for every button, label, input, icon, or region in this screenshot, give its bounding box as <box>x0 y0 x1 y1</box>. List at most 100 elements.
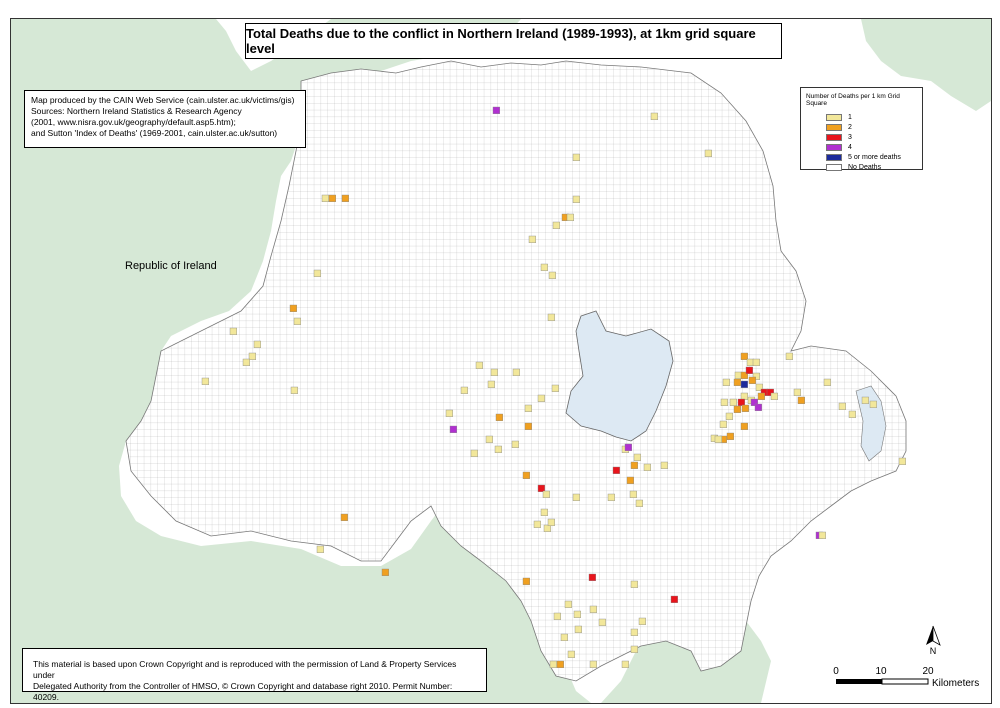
death-grid-square <box>719 420 728 429</box>
copyright-line: This material is based upon Crown Copyri… <box>33 659 457 680</box>
death-grid-square <box>572 195 581 204</box>
death-grid-square <box>746 358 755 367</box>
death-grid-square <box>328 194 337 203</box>
map-canvas[interactable] <box>11 19 991 703</box>
death-grid-square <box>752 372 761 381</box>
death-grid-square <box>512 368 521 377</box>
death-grid-square <box>638 617 647 626</box>
legend-swatch <box>826 123 842 131</box>
death-grid-square <box>485 435 494 444</box>
death-grid-square <box>722 378 731 387</box>
credits-box: Map produced by the CAIN Web Service (ca… <box>24 90 306 148</box>
scale-tick-label: 20 <box>922 666 934 677</box>
death-grid-square <box>341 194 350 203</box>
death-grid-square <box>630 628 639 637</box>
death-grid-square <box>598 618 607 627</box>
death-grid-square <box>752 358 761 367</box>
death-grid-square <box>492 106 501 115</box>
death-grid-square <box>511 440 520 449</box>
death-grid-square <box>740 422 749 431</box>
death-grid-square <box>848 410 857 419</box>
scale-tick-label: 10 <box>875 666 887 677</box>
death-grid-square <box>755 383 764 392</box>
legend: Number of Deaths per 1 km Grid Square 1 … <box>800 87 923 171</box>
death-grid-square <box>643 463 652 472</box>
death-grid-square <box>750 398 759 407</box>
legend-swatch <box>826 133 842 141</box>
legend-label: 2 <box>848 123 852 131</box>
republic-of-ireland-label: Republic of Ireland <box>125 260 217 272</box>
death-grid-square <box>340 513 349 522</box>
scale-bar: 0 10 20 Kilometers <box>833 666 979 689</box>
death-grid-square <box>748 376 757 385</box>
death-grid-square <box>589 660 598 669</box>
death-grid-square <box>495 413 504 422</box>
death-grid-square <box>552 221 561 230</box>
legend-swatch <box>826 113 842 121</box>
death-grid-square <box>741 404 750 413</box>
death-grid-square <box>242 358 251 367</box>
death-grid-square <box>547 313 556 322</box>
death-grid-square <box>733 378 742 387</box>
death-grid-square <box>740 371 749 380</box>
death-grid-square <box>838 402 847 411</box>
credit-line: and Sutton 'Index of Deaths' (1969-2001,… <box>31 128 278 138</box>
death-grid-square <box>566 213 575 222</box>
death-grid-square <box>734 371 743 380</box>
legend-title: Number of Deaths per 1 km Grid Square <box>806 93 900 107</box>
death-grid-square <box>548 271 557 280</box>
legend-label: 3 <box>848 133 852 141</box>
death-grid-square <box>589 605 598 614</box>
death-grid-square <box>572 153 581 162</box>
death-grid-square <box>770 392 779 401</box>
death-grid-square <box>704 149 713 158</box>
death-grid-square <box>321 194 330 203</box>
legend-label: 5 or more deaths <box>848 153 901 161</box>
death-grid-square <box>612 466 621 475</box>
death-grid-square <box>670 595 679 604</box>
death-grid-square <box>524 404 533 413</box>
legend-label: No Deaths <box>848 163 882 171</box>
scale-unit-label: Kilometers <box>932 678 979 689</box>
death-grid-square <box>470 449 479 458</box>
death-grid-square <box>573 610 582 619</box>
death-grid-square <box>574 625 583 634</box>
death-grid-square <box>553 612 562 621</box>
death-grid-square <box>823 378 832 387</box>
death-grid-square <box>549 660 558 669</box>
death-grid-square <box>757 392 766 401</box>
death-grid-square <box>537 394 546 403</box>
death-grid-square <box>733 405 742 414</box>
death-grid-square <box>201 377 210 386</box>
death-grid-square <box>522 577 531 586</box>
ireland-land <box>11 19 591 703</box>
death-grid-square <box>861 396 870 405</box>
death-grid-square <box>542 490 551 499</box>
death-grid-square <box>540 263 549 272</box>
death-grid-square <box>635 499 644 508</box>
legend-swatch <box>826 153 842 161</box>
death-grid-square <box>869 400 878 409</box>
death-grid-square <box>475 361 484 370</box>
credit-line: Sources: Northern Ireland Statistics & R… <box>31 106 242 116</box>
death-grid-square <box>547 518 556 527</box>
death-grid-square <box>766 388 775 397</box>
death-grid-square <box>290 386 299 395</box>
death-grid-square <box>248 352 257 361</box>
death-grid-square <box>229 327 238 336</box>
death-grid-square <box>494 445 503 454</box>
legend-swatch <box>826 143 842 151</box>
death-grid-square <box>714 435 723 444</box>
legend-swatch <box>826 163 842 171</box>
death-markers <box>201 106 907 669</box>
death-grid-square <box>607 493 616 502</box>
legend-item: 5 or more deaths <box>806 152 917 162</box>
death-grid-square <box>621 660 630 669</box>
death-grid-square <box>551 384 560 393</box>
death-grid-square <box>793 388 802 397</box>
death-grid-square <box>740 352 749 361</box>
death-grid-square <box>460 386 469 395</box>
death-grid-square <box>898 457 907 466</box>
death-grid-square <box>588 573 597 582</box>
death-grid-square <box>522 471 531 480</box>
